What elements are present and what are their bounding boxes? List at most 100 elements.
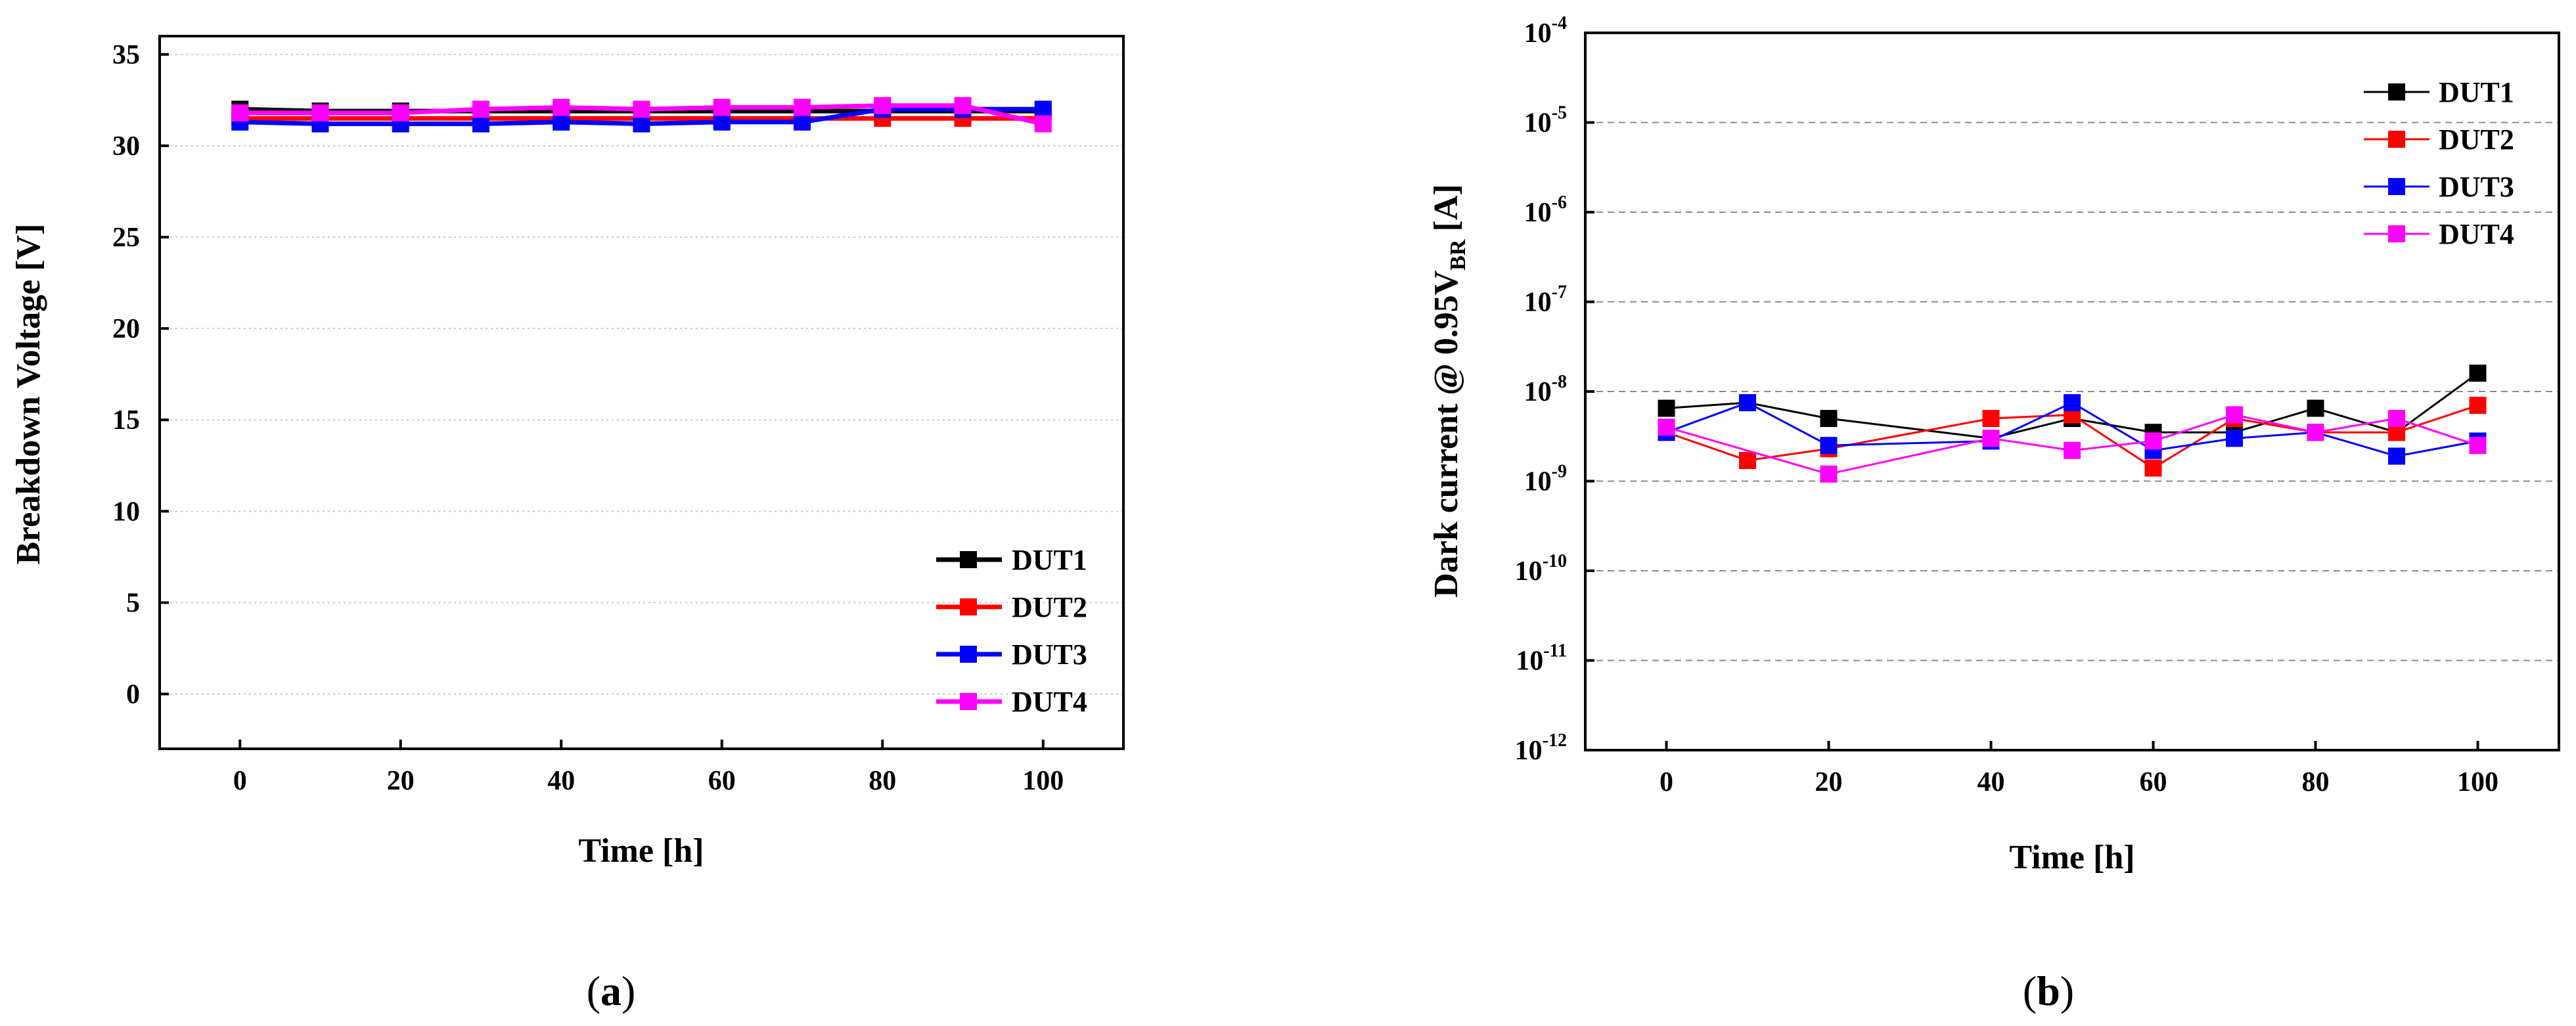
chart-a-x-tick-label: 60 (708, 766, 736, 796)
chart-a-legend-item: DUT4 (936, 686, 1087, 718)
chart-b-legend-marker (2388, 131, 2405, 148)
chart-a-y-ticks: 0 5 10 15 20 25 30 35 (112, 40, 169, 710)
chart-b-legend: DUT1 DUT2 DUT3 DUT4 (2364, 76, 2514, 250)
chart-b-series-line (1666, 404, 2478, 470)
chart-b-y-tick-label: 10-8 (1524, 372, 1567, 407)
chart-a-data-point (1034, 115, 1052, 133)
chart-b-y-tick-label: 10-5 (1524, 103, 1567, 139)
chart-a: 0 20 40 60 80 100 0 5 10 15 20 25 30 35 Time [h] Bre… (10, 35, 1125, 870)
chart-b-legend-label: DUT1 (2439, 76, 2514, 108)
chart-a-y-axis-title: Breakdown Voltage [V] (10, 223, 47, 564)
chart-b-x-ticks: 0 20 40 60 80 100 (1660, 741, 2498, 797)
chart-a-legend-item: DUT3 (936, 638, 1087, 671)
chart-a-y-tick-label: 10 (112, 497, 140, 527)
chart-b-data-point (2307, 399, 2324, 417)
chart-b-data-point (2226, 430, 2243, 447)
chart-a-y-tick-label: 35 (112, 40, 140, 70)
chart-b-data-point (2144, 432, 2162, 450)
chart-b-data-point (1739, 394, 1756, 412)
chart-b-y-tick-base: 10 (1524, 198, 1552, 228)
chart-b-y-tick-exponent: -10 (1543, 551, 1567, 571)
chart-b-y-axis-title-main: Dark current @ 0.95V (1428, 271, 1465, 598)
chart-a-data-point (794, 99, 811, 116)
chart-b-legend-item: DUT1 (2364, 76, 2514, 108)
chart-b-y-tick-label: 10-10 (1515, 551, 1567, 587)
chart-b-data-point (2469, 365, 2487, 382)
chart-b-legend-label: DUT4 (2439, 218, 2514, 250)
caption-a-letter: a (600, 968, 621, 1014)
chart-a-legend-label: DUT1 (1012, 544, 1087, 576)
chart-b-data-point (2064, 394, 2081, 412)
chart-b-y-tick-base: 10 (1524, 467, 1552, 497)
chart-b-y-tick-label: 10-11 (1516, 641, 1567, 677)
caption-b: (b) (2023, 968, 2074, 1014)
chart-b-y-tick-exponent: -5 (1552, 103, 1567, 123)
chart-b-y-tick-label: 10-6 (1524, 192, 1567, 228)
chart-a-legend-marker (960, 646, 977, 663)
chart-a-x-tick-label: 0 (233, 766, 247, 796)
chart-b-x-tick-label: 40 (1977, 767, 2005, 797)
chart-a-legend-item: DUT1 (936, 544, 1087, 576)
chart-b-y-tick-label: 10-4 (1524, 13, 1567, 49)
chart-b-data-point (1739, 452, 1756, 470)
chart-b-y-tick-base: 10 (1524, 18, 1552, 49)
chart-b-data-point (1658, 418, 1675, 436)
chart-a-data-point (633, 115, 650, 133)
chart-b-y-tick-base: 10 (1524, 108, 1552, 139)
chart-a-x-tick-label: 100 (1022, 766, 1064, 796)
chart-a-series (231, 97, 1052, 133)
chart-a-legend-marker (960, 598, 977, 615)
chart-a-legend-item: DUT2 (936, 591, 1087, 623)
chart-a-plot-frame (158, 35, 1125, 750)
chart-b-legend-label: DUT2 (2439, 123, 2514, 156)
chart-a-legend: DUT1 DUT2 DUT3 DUT4 (936, 544, 1087, 718)
chart-b-data-point (1820, 437, 1838, 455)
chart-b-grid (1585, 122, 2559, 661)
chart-a-legend-label: DUT3 (1012, 638, 1087, 671)
chart-b-y-axis-title-subscript: BR (1446, 239, 1470, 271)
chart-a-y-tick-label: 0 (126, 680, 140, 710)
chart-b-y-axis-title-unit: [A] (1428, 184, 1465, 231)
chart-b-data-point (1658, 399, 1675, 417)
chart-a-data-point (231, 104, 249, 122)
chart-b-data-point (2469, 437, 2487, 455)
chart-a-data-point (553, 113, 570, 131)
chart-b-y-tick-base: 10 (1515, 556, 1543, 587)
chart-b-x-tick-label: 0 (1660, 767, 1673, 797)
chart-b-legend-item: DUT4 (2364, 218, 2514, 250)
chart-a-legend-label: DUT4 (1012, 686, 1087, 718)
chart-a-y-tick-label: 30 (112, 131, 140, 162)
chart-a-data-point (633, 100, 650, 118)
chart-b-y-tick-label: 10-9 (1524, 462, 1567, 497)
chart-b-data-point (1982, 410, 2000, 428)
chart-b-data-point (2144, 459, 2162, 477)
chart-a-data-point (472, 115, 489, 133)
chart-a-data-point (311, 104, 329, 122)
chart-a-data-point (794, 113, 811, 131)
chart-b-legend-item: DUT3 (2364, 171, 2514, 203)
chart-b-y-tick-exponent: -4 (1552, 13, 1567, 33)
chart-a-x-ticks: 0 20 40 60 80 100 (233, 740, 1064, 796)
chart-b-y-tick-exponent: -9 (1552, 462, 1567, 482)
chart-b-y-tick-base: 10 (1515, 736, 1543, 766)
chart-a-y-tick-label: 5 (126, 588, 140, 618)
chart-b-y-tick-base: 10 (1516, 646, 1543, 677)
chart-b-legend-label: DUT3 (2439, 171, 2514, 203)
chart-a-data-point (713, 99, 731, 116)
chart-a-legend-marker (960, 693, 977, 710)
chart-a-x-tick-label: 40 (547, 766, 575, 796)
chart-b-x-tick-label: 100 (2457, 767, 2498, 797)
chart-a-data-point (874, 97, 892, 114)
chart-a-data-point (392, 104, 409, 122)
chart-b-y-tick-base: 10 (1524, 377, 1552, 407)
chart-b-x-tick-label: 60 (2140, 767, 2167, 797)
chart-b-series-line (1666, 372, 2479, 439)
chart-b-y-tick-exponent: -6 (1552, 192, 1567, 213)
chart-b-x-tick-label: 20 (1815, 767, 1843, 797)
chart-b-data-point (1982, 430, 2000, 447)
chart-b-legend-marker (2388, 178, 2405, 195)
chart-b-legend-marker (2388, 225, 2405, 242)
chart-b-data-point (2388, 447, 2405, 465)
